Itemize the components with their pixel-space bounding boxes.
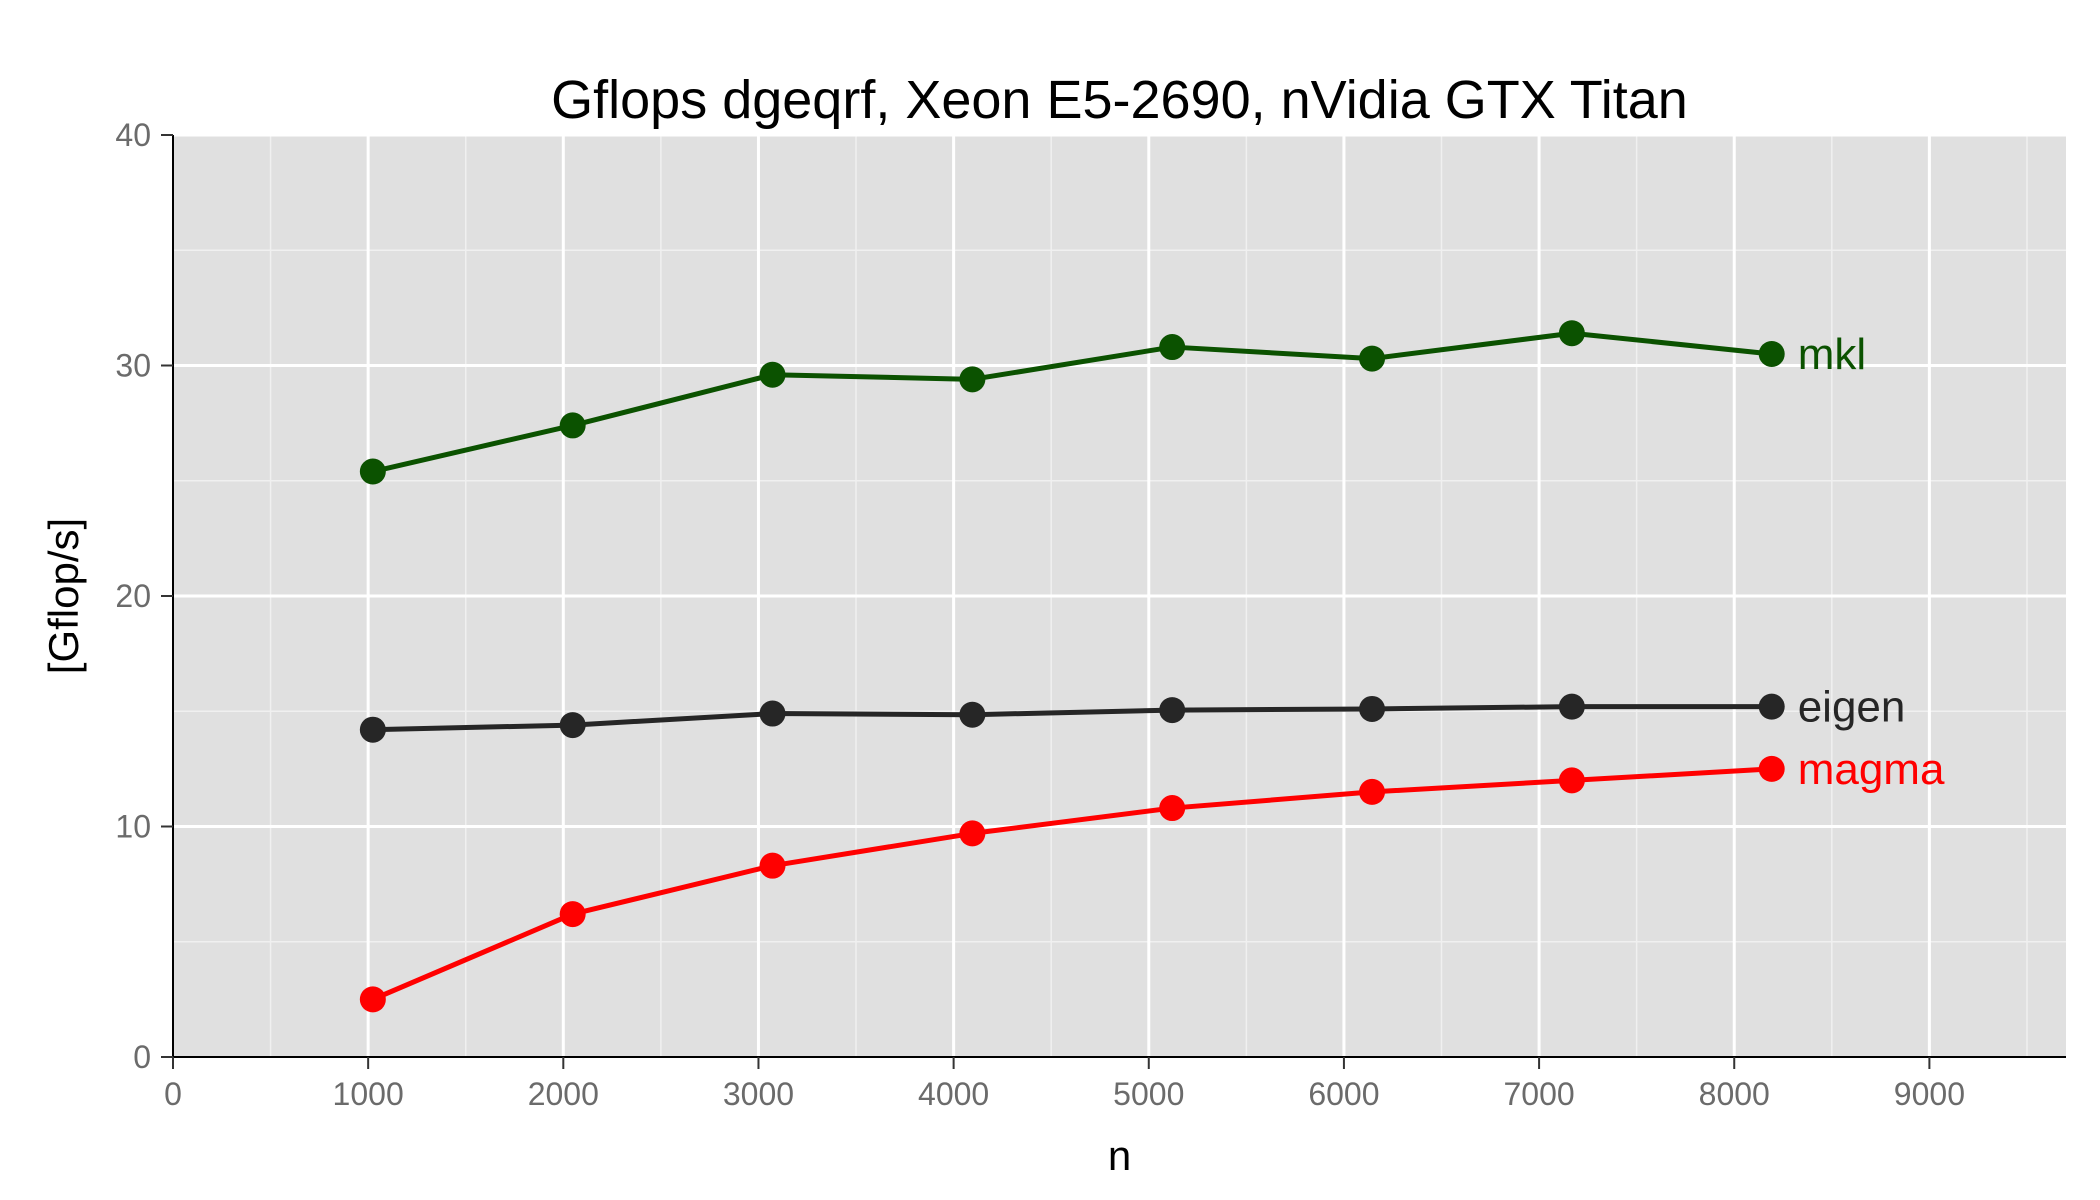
x-tick-label: 8000	[1699, 1076, 1770, 1112]
x-tick-label: 2000	[528, 1076, 599, 1112]
x-axis-label: n	[1108, 1132, 1131, 1179]
data-point-mkl	[1558, 320, 1585, 347]
data-point-magma	[559, 901, 586, 928]
y-axis-label: [Gflop/s]	[40, 518, 87, 674]
x-tick-label: 9000	[1894, 1076, 1965, 1112]
data-point-mkl	[1359, 345, 1386, 372]
x-tick-label: 4000	[918, 1076, 989, 1112]
x-tick-label: 7000	[1503, 1076, 1574, 1112]
data-point-mkl	[1159, 334, 1186, 361]
data-point-magma	[1359, 778, 1386, 805]
x-tick-label: 3000	[723, 1076, 794, 1112]
data-point-eigen	[1359, 695, 1386, 722]
data-point-magma	[1558, 767, 1585, 794]
data-point-eigen	[1159, 697, 1186, 724]
data-point-eigen	[1758, 693, 1785, 720]
data-point-mkl	[1758, 340, 1785, 367]
data-point-mkl	[559, 412, 586, 439]
chart-title: Gflops dgeqrf, Xeon E5-2690, nVidia GTX …	[551, 70, 1688, 130]
data-point-eigen	[759, 700, 786, 727]
x-tick-label: 6000	[1308, 1076, 1379, 1112]
series-label-eigen: eigen	[1798, 683, 1906, 732]
data-point-mkl	[359, 458, 386, 485]
series-mkl: mkl	[359, 320, 1866, 485]
series-line-eigen	[372, 704, 1772, 733]
y-tick-label: 10	[115, 809, 151, 845]
data-point-mkl	[759, 361, 786, 388]
data-point-mkl	[959, 366, 986, 393]
axes	[161, 134, 2066, 1069]
data-point-magma	[759, 852, 786, 879]
series-label-mkl: mkl	[1798, 330, 1866, 379]
data-point-eigen	[559, 712, 586, 739]
y-tick-label: 40	[115, 117, 151, 153]
grid-major	[173, 133, 2066, 1057]
data-point-magma	[1159, 795, 1186, 822]
y-tick-label: 0	[133, 1039, 151, 1075]
data-point-eigen	[959, 701, 986, 728]
series-eigen: eigen	[359, 683, 1906, 743]
series-label-magma: magma	[1798, 745, 1945, 794]
x-tick-label: 0	[164, 1076, 182, 1112]
y-tick-label: 30	[115, 348, 151, 384]
data-point-eigen	[1558, 693, 1585, 720]
data-point-magma	[959, 820, 986, 847]
tick-labels: 0 1000 2000 3000 4000 5000 6000 7000 8000 9000 0 10…	[115, 117, 1965, 1112]
data-point-magma	[1758, 755, 1785, 782]
series-line-mkl	[372, 330, 1772, 474]
data-point-magma	[359, 986, 386, 1013]
y-tick-label: 20	[115, 578, 151, 614]
x-tick-label: 5000	[1113, 1076, 1184, 1112]
data-point-eigen	[359, 716, 386, 743]
series-magma: magma	[359, 745, 1945, 1013]
series-layer: mkl eigen magma	[359, 320, 1945, 1013]
series-line-magma	[371, 766, 1772, 1002]
x-tick-label: 1000	[333, 1076, 404, 1112]
